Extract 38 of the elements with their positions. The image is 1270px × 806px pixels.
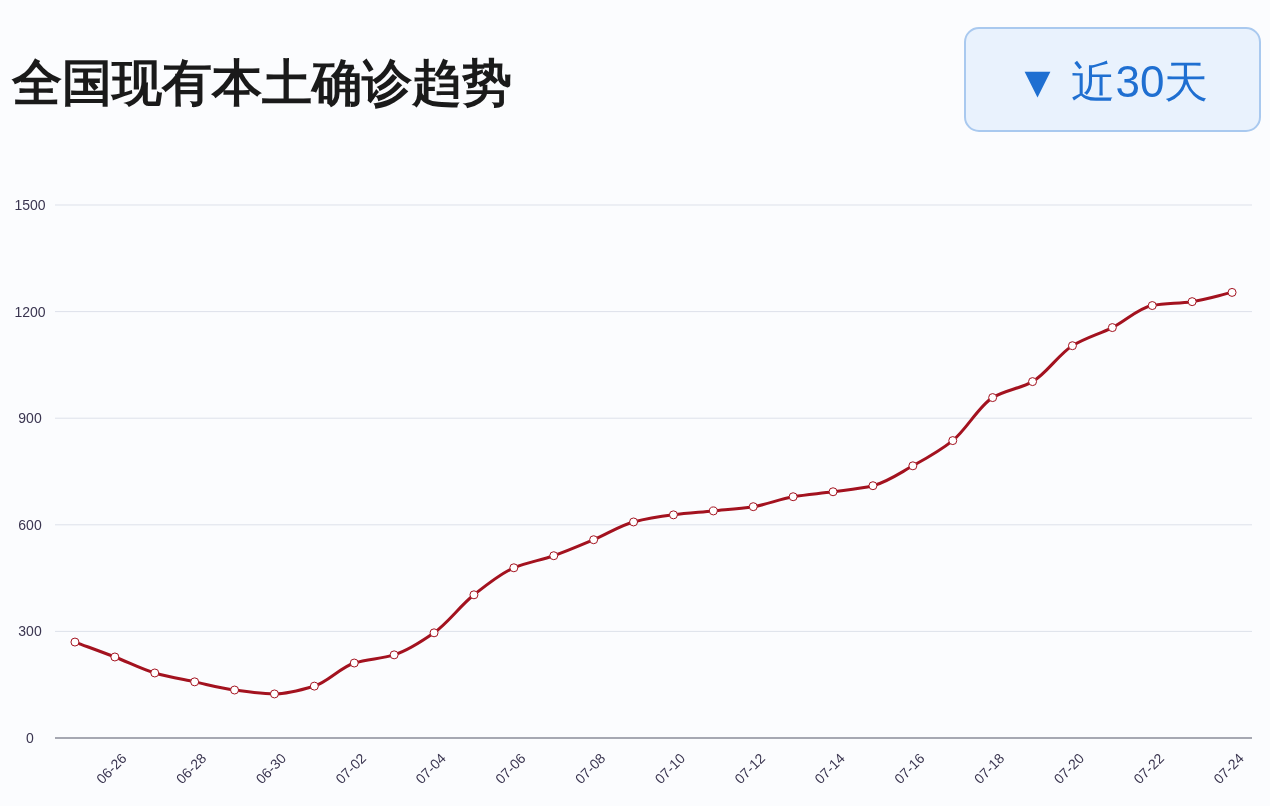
point [868, 481, 878, 491]
point [349, 658, 359, 668]
point [110, 652, 120, 662]
point [230, 685, 240, 695]
point [70, 637, 80, 647]
point [948, 436, 958, 446]
point [309, 681, 319, 691]
point [589, 535, 599, 545]
y-tick-label: 900 [18, 410, 42, 427]
point [1067, 341, 1077, 351]
point [1107, 323, 1117, 333]
y-tick-label: 0 [26, 730, 35, 746]
point [389, 650, 399, 660]
point [469, 590, 479, 600]
chart-title: 全国现有本土确诊趋势 [11, 55, 512, 111]
y-tick-label: 600 [18, 516, 42, 533]
point [549, 551, 559, 561]
point [1147, 301, 1157, 311]
y-tick-label: 1500 [14, 197, 46, 213]
point [788, 492, 798, 502]
point [629, 517, 639, 527]
point [908, 461, 918, 471]
point [269, 689, 279, 699]
y-tick-label: 300 [18, 623, 42, 640]
button: ▼ 近30天 [964, 27, 1261, 132]
point [190, 677, 200, 687]
point [668, 510, 678, 520]
point [748, 502, 758, 512]
point [509, 563, 519, 573]
point [429, 628, 439, 638]
point [828, 487, 838, 497]
point [1227, 287, 1237, 297]
point [988, 393, 998, 403]
point [150, 668, 160, 678]
point [708, 506, 718, 516]
y-tick-label: 1200 [14, 303, 46, 320]
point [1028, 377, 1038, 387]
point [1187, 297, 1197, 307]
